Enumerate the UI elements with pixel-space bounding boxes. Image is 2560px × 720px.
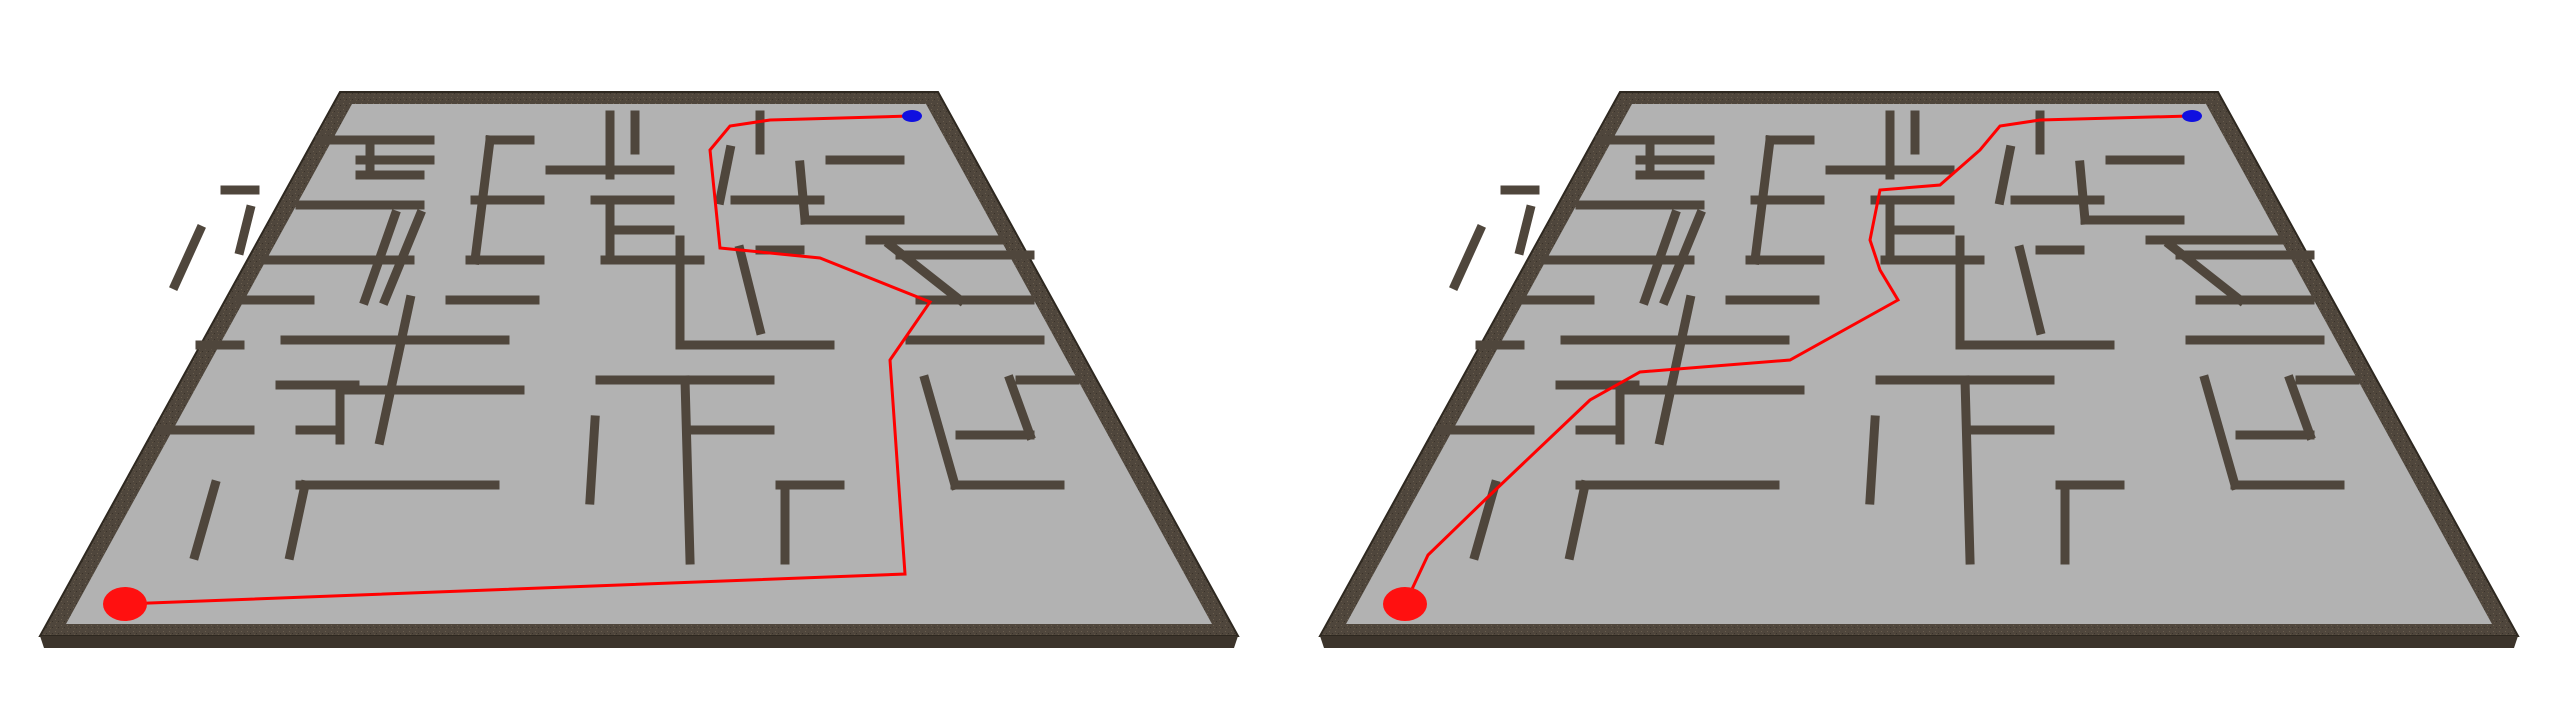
right-solution-path	[1403, 114, 2191, 605]
left-solution-path	[124, 114, 933, 606]
maze-outer-wall-front-face	[40, 636, 1238, 648]
right-maze-board	[1318, 91, 2520, 648]
start-marker	[1383, 587, 1427, 621]
maze-outer-wall-front-face	[1320, 636, 2518, 648]
maze-inner-walls	[155, 110, 1080, 565]
goal-marker	[2182, 110, 2202, 122]
maze-floor	[66, 104, 1212, 624]
start-marker	[103, 587, 147, 621]
left-maze-board	[38, 91, 1240, 648]
maze-inner-walls	[1435, 110, 2360, 565]
goal-marker	[902, 110, 922, 122]
maze-floor	[1346, 104, 2492, 624]
